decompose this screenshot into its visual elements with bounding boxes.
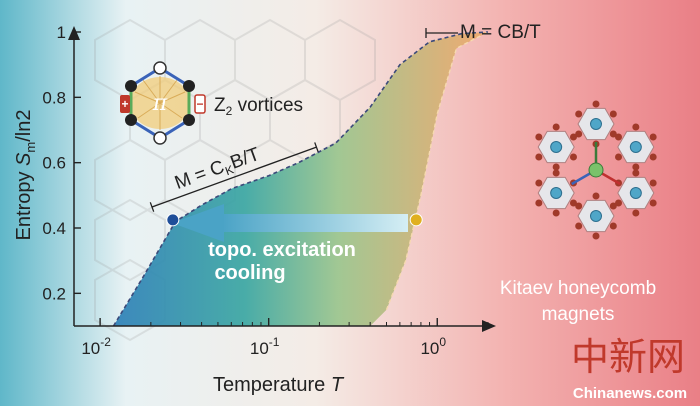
ligand-atom-icon [632,209,640,217]
hexagon-vertex-icon [183,80,195,92]
ligand-atom-icon [552,163,560,171]
kitaev-label-line-1: Kitaev honeycomb [500,278,656,299]
ligand-atom-icon [649,153,657,161]
y-axis-title-var: S [13,152,35,166]
x-tick-base: 10 [250,339,269,358]
ligand-atom-icon [632,163,640,171]
y-axis-title-suffix: /ln2 [13,110,35,142]
x-axis-title-var: T [331,374,345,396]
ligand-atom-icon [569,153,577,161]
minus-charge-icon [194,94,206,114]
watermark-chinese: 中新网 [571,335,685,379]
y-axis-arrowhead [68,26,80,40]
state-points [166,213,423,227]
ligand-atom-icon [552,169,560,177]
ligand-atom-icon [592,192,600,200]
x-axis-title: Temperature T [213,374,345,396]
ligand-atom-icon [592,100,600,108]
metal-ion-icon [550,187,563,199]
y-axis-title: Entropy Sm/ln2 [13,110,38,241]
cooling-arrow-shaft [222,214,408,232]
x-tick-exponent: 0 [439,335,446,349]
ligand-atom-icon [632,169,640,177]
kitaev-label-line-2: magnets [542,304,615,325]
axes [68,26,496,332]
hexagon-vertex-icon [153,131,167,145]
y-tick-label: 0.8 [42,88,66,107]
watermark-english: Chinanews.com [573,385,687,402]
ligand-atom-icon [632,123,640,131]
ligand-atom-icon [552,209,560,217]
minus-charge-glyph: − [196,97,203,111]
ligand-atom-icon [575,130,583,138]
ligand-atom-icon [575,110,583,118]
x-tick-label: 10-2 [81,335,111,358]
ligand-atom-icon [569,133,577,141]
ligand-atom-icon [609,202,617,210]
entropy-area [113,32,488,326]
ligand-atom-icon [592,232,600,240]
hexagon-vertex-icon [125,114,137,126]
y-tick-label: 1 [57,23,66,42]
ligand-atom-icon [615,199,623,207]
x-axis-title-text: Temperature [213,374,325,396]
metal-ion-icon [629,141,642,153]
lower-boundary-curve [385,31,489,310]
ligand-atom-icon [535,179,543,187]
ligand-atom-icon [535,153,543,161]
cooling-arrow [172,204,408,242]
m-top-bracket [425,28,458,38]
cold-state-point [166,213,180,227]
metal-ion-icon [629,187,642,199]
pi-symbol: π [152,91,168,116]
hexagon-vertex-icon [153,61,167,75]
y-tick-label: 0.6 [42,154,66,173]
y-tick-label: 0.4 [42,219,66,238]
hot-state-point [409,213,423,227]
ligand-atom-icon [575,222,583,230]
ligand-atom-icon [649,179,657,187]
ligand-atom-icon [615,133,623,141]
callout-line-2: cooling [214,262,285,284]
flux-rays [134,76,186,130]
ligand-atom-icon [552,123,560,131]
ligand-atom-icon [609,110,617,118]
plus-charge-glyph: + [121,97,128,111]
m-ck-bracket [151,146,317,208]
ligand-atom-icon [615,153,623,161]
ligand-atom-icon [609,222,617,230]
x-tick-exponent: -2 [100,335,111,349]
cooling-arrow-head [172,204,224,242]
x-tick-base: 10 [81,339,100,358]
y-axis-title-sub: m [23,142,38,153]
x-tick-label: 100 [420,335,446,358]
ligand-atom-icon [535,133,543,141]
metal-ion-icon [550,141,563,153]
ligand-atom-icon [575,202,583,210]
ligand-atom-icon [609,130,617,138]
ligand-atom-icon [649,199,657,207]
kitaev-lattice-illustration [535,100,657,240]
m-top-label: M = CB/T [460,22,541,43]
plus-charge-icon [120,95,130,113]
hexagon-vertex-icon [125,80,137,92]
center-ion-icon [588,162,604,178]
x-tick-base: 10 [420,339,439,358]
y-tick-label: 0.2 [42,284,66,303]
x-tick-label: 10-1 [250,335,280,358]
hexagon-vertex-icon [183,114,195,126]
ligand-atom-icon [535,199,543,207]
callout-line-1: topo. excitation [208,239,356,261]
z2-vortex-inset: + − π [120,61,206,145]
metal-ion-icon [590,210,602,222]
z2-vortices-label: Z2 vortices [214,95,303,118]
ligand-atom-icon [569,199,577,207]
y-axis-title-prefix: Entropy [13,166,35,240]
ligand-atom-icon [649,133,657,141]
x-axis-arrowhead [482,320,496,332]
x-tick-exponent: -1 [269,335,280,349]
metal-ion-icon [590,118,602,130]
